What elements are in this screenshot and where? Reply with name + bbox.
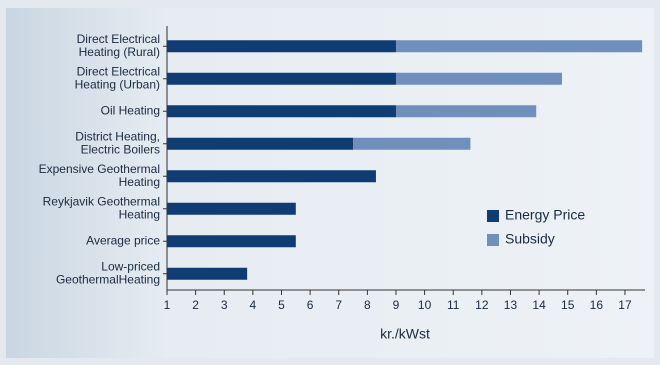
legend-label: Energy Price xyxy=(505,207,585,223)
bar xyxy=(395,105,537,118)
x-tick-label: 14 xyxy=(532,298,546,312)
bar xyxy=(167,202,296,215)
y-tick-label: Electric Boilers xyxy=(81,142,160,156)
x-tick-label: 7 xyxy=(335,298,342,312)
y-tick-label: Heating xyxy=(119,207,160,221)
y-tick-label: Average price xyxy=(86,233,160,247)
x-tick-label: 13 xyxy=(504,298,518,312)
x-tick-label: 1 xyxy=(164,298,171,312)
y-tick-label: Heating (Urban) xyxy=(75,77,160,91)
legend-label: Subsidy xyxy=(505,231,555,247)
x-tick-label: 15 xyxy=(561,298,575,312)
bar xyxy=(167,72,396,85)
x-tick-label: 12 xyxy=(475,298,489,312)
x-tick-label: 8 xyxy=(364,298,371,312)
x-tick-label: 6 xyxy=(307,298,314,312)
bar xyxy=(167,137,354,150)
x-tick-label: 17 xyxy=(618,298,632,312)
y-tick-label: Reykjavik Geothermal xyxy=(43,194,160,208)
x-tick-label: 4 xyxy=(250,298,257,312)
panel xyxy=(6,8,654,358)
bar xyxy=(167,105,396,118)
x-tick-label: 10 xyxy=(418,298,432,312)
bar xyxy=(167,170,376,183)
x-tick-label: 3 xyxy=(221,298,228,312)
x-axis-title: kr./kWst xyxy=(380,326,430,342)
y-tick-label: Direct Electrical xyxy=(77,64,160,78)
x-tick-label: 11 xyxy=(447,298,460,312)
bar xyxy=(395,40,643,53)
legend-swatch xyxy=(487,234,499,246)
bar xyxy=(395,72,562,85)
bar xyxy=(353,137,471,150)
y-tick-label: District Heating, xyxy=(75,129,160,143)
bar xyxy=(167,235,296,248)
x-tick-label: 2 xyxy=(192,298,199,312)
y-tick-label: Direct Electrical xyxy=(77,32,160,46)
legend-swatch xyxy=(487,210,499,222)
y-tick-label: GeothermalHeating xyxy=(56,272,160,286)
x-tick-label: 16 xyxy=(590,298,604,312)
bar xyxy=(167,267,248,280)
y-tick-label: Oil Heating xyxy=(101,103,160,117)
x-tick-label: 9 xyxy=(393,298,400,312)
y-tick-label: Low-priced xyxy=(101,259,160,273)
y-tick-label: Heating (Rural) xyxy=(79,45,160,59)
bar xyxy=(167,40,396,53)
y-tick-label: Heating xyxy=(119,175,160,189)
x-tick-label: 5 xyxy=(278,298,285,312)
y-tick-label: Expensive Geothermal xyxy=(39,162,160,176)
